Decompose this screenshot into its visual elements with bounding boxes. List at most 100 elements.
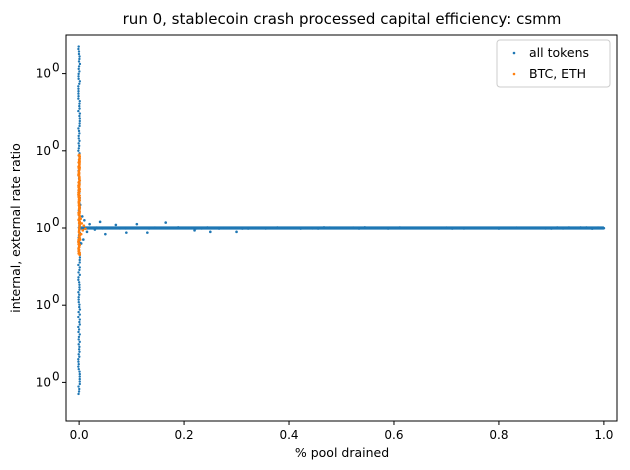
data-point xyxy=(456,226,460,230)
data-point xyxy=(78,55,81,58)
data-point xyxy=(77,310,80,314)
y-tick-exponent: 0 xyxy=(52,215,60,229)
data-point xyxy=(79,232,83,236)
data-point xyxy=(193,229,196,232)
data-point xyxy=(78,124,81,128)
data-point xyxy=(77,298,80,301)
data-point xyxy=(83,218,86,222)
data-point xyxy=(77,358,80,361)
data-point xyxy=(77,278,80,282)
data-point xyxy=(78,320,81,324)
data-point xyxy=(77,109,80,113)
data-point xyxy=(78,238,82,241)
data-point xyxy=(78,256,82,259)
data-point xyxy=(78,305,81,309)
data-point xyxy=(146,231,149,234)
data-point xyxy=(386,227,390,230)
data-point xyxy=(77,142,80,145)
data-point xyxy=(165,226,168,230)
data-point xyxy=(77,147,80,150)
data-point xyxy=(450,227,454,230)
data-point xyxy=(77,47,80,51)
y-tick-exponent: 0 xyxy=(52,138,60,152)
data-point xyxy=(101,226,104,230)
data-point xyxy=(78,308,82,311)
data-point xyxy=(433,226,437,230)
data-point xyxy=(77,60,81,63)
data-point xyxy=(82,224,86,227)
data-point xyxy=(78,258,81,262)
data-point xyxy=(555,226,559,229)
data-point xyxy=(77,134,80,138)
data-point xyxy=(78,372,81,376)
data-point xyxy=(334,226,337,230)
y-axis-label: internal, external rate ratio xyxy=(8,143,23,313)
data-point xyxy=(81,229,85,232)
y-axis: 10 010 010 010 010 0 xyxy=(36,61,66,389)
data-point xyxy=(78,207,81,210)
data-point xyxy=(78,377,81,381)
data-point xyxy=(515,226,518,230)
data-point xyxy=(82,238,85,241)
x-tick-label: 0.6 xyxy=(384,428,403,442)
data-point xyxy=(211,226,215,230)
data-point xyxy=(77,335,81,339)
data-point xyxy=(340,226,343,230)
x-tick-label: 1.0 xyxy=(594,428,613,442)
data-point xyxy=(147,227,151,230)
data-point xyxy=(590,227,594,230)
data-point xyxy=(246,227,250,230)
data-point xyxy=(415,226,419,230)
data-point xyxy=(78,303,81,306)
data-point xyxy=(77,65,81,68)
y-tick-exponent: 0 xyxy=(52,369,60,383)
y-tick-exponent: 0 xyxy=(52,292,60,306)
data-point xyxy=(78,99,81,103)
data-point xyxy=(427,226,431,230)
data-point xyxy=(77,325,80,329)
data-point xyxy=(164,221,168,224)
data-point xyxy=(77,149,80,152)
data-point xyxy=(491,226,495,230)
data-point xyxy=(77,390,81,393)
data-point xyxy=(114,223,118,227)
data-point xyxy=(293,226,297,230)
data-point xyxy=(77,360,80,363)
data-point xyxy=(98,220,102,224)
data-point xyxy=(95,226,98,229)
data-marks xyxy=(77,45,606,396)
data-point xyxy=(78,288,81,291)
data-point xyxy=(602,226,606,230)
data-point xyxy=(77,315,80,319)
data-point xyxy=(398,226,402,229)
data-point xyxy=(171,226,174,230)
y-tick-label: 10 xyxy=(36,221,51,235)
data-point xyxy=(80,222,84,225)
data-point xyxy=(77,77,80,81)
data-point xyxy=(188,226,192,230)
data-point xyxy=(78,80,82,83)
data-point xyxy=(77,281,81,284)
data-point xyxy=(503,226,507,230)
chart-title: run 0, stablecoin crash processed capita… xyxy=(123,10,562,28)
data-point xyxy=(579,226,582,229)
data-point xyxy=(78,323,81,326)
data-point xyxy=(176,226,180,229)
data-point xyxy=(217,227,221,230)
data-point xyxy=(77,67,80,71)
data-point xyxy=(78,273,81,277)
data-point xyxy=(78,62,82,66)
data-point xyxy=(118,227,122,230)
y-tick-label: 10 xyxy=(36,375,51,389)
data-point xyxy=(78,370,81,373)
data-point xyxy=(585,226,588,229)
data-point xyxy=(136,226,139,230)
legend-marker-all-tokens xyxy=(512,51,516,55)
data-point xyxy=(200,227,203,230)
data-point xyxy=(77,367,80,371)
data-point xyxy=(112,226,116,230)
data-point xyxy=(78,382,81,386)
data-point xyxy=(346,226,349,230)
data-point xyxy=(223,226,227,230)
